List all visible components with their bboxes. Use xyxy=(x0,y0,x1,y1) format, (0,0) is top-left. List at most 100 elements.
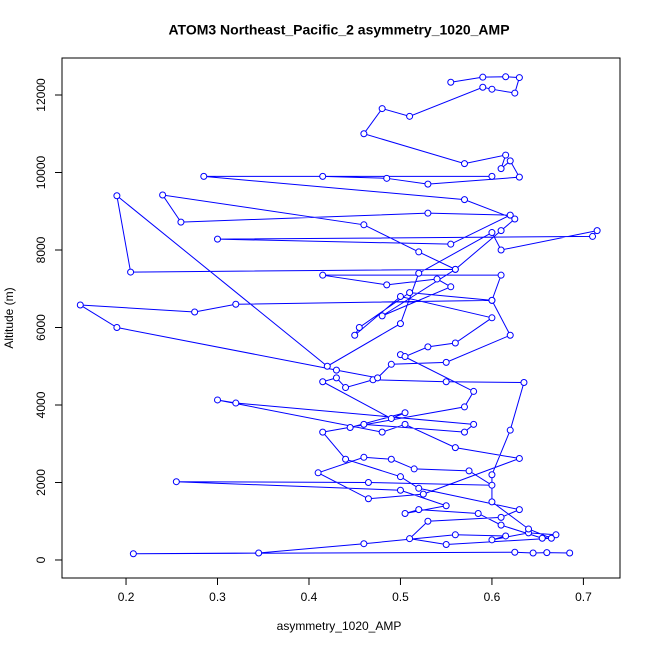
data-point xyxy=(342,455,350,463)
data-point xyxy=(511,215,519,223)
data-point xyxy=(488,536,496,544)
data-point xyxy=(470,387,478,395)
data-point xyxy=(515,74,523,82)
data-point xyxy=(360,540,368,548)
data-point xyxy=(232,399,240,407)
data-point xyxy=(525,525,533,533)
data-point xyxy=(543,549,551,557)
y-tick-label: 8000 xyxy=(34,236,48,263)
data-point xyxy=(232,300,240,308)
y-tick-label: 6000 xyxy=(34,314,48,341)
data-point xyxy=(401,420,409,428)
data-point xyxy=(552,531,560,539)
data-point xyxy=(515,506,523,514)
data-point xyxy=(396,292,404,300)
data-point xyxy=(396,320,404,328)
data-point xyxy=(497,521,505,529)
data-point xyxy=(424,209,432,217)
data-point xyxy=(378,105,386,113)
data-point xyxy=(419,490,427,498)
data-point xyxy=(346,423,354,431)
y-tick-label: 12000 xyxy=(34,78,48,112)
data-point xyxy=(387,455,395,463)
data-point xyxy=(76,301,84,309)
data-point xyxy=(127,268,135,276)
data-point xyxy=(479,73,487,81)
data-point xyxy=(332,374,340,382)
data-point xyxy=(364,495,372,503)
data-point xyxy=(401,509,409,517)
data-point xyxy=(465,467,473,475)
data-point xyxy=(383,281,391,289)
chart-title: ATOM3 Northeast_Pacific_2 asymmetry_1020… xyxy=(168,22,509,38)
data-point xyxy=(191,308,199,316)
data-point xyxy=(442,502,450,510)
x-tick-label: 0.6 xyxy=(484,590,501,604)
data-point xyxy=(396,473,404,481)
data-line xyxy=(80,76,599,555)
data-point xyxy=(451,265,459,273)
data-point xyxy=(502,151,510,159)
data-point xyxy=(538,534,546,542)
data-point xyxy=(424,343,432,351)
data-point xyxy=(442,378,450,386)
data-point xyxy=(511,548,519,556)
data-point xyxy=(360,221,368,229)
data-point xyxy=(351,331,359,339)
data-point xyxy=(451,339,459,347)
x-axis-label: asymmetry_1020_AMP xyxy=(277,619,402,633)
data-point xyxy=(447,240,455,248)
data-point xyxy=(515,173,523,181)
data-point xyxy=(442,540,450,548)
x-tick-label: 0.2 xyxy=(118,590,135,604)
data-point xyxy=(342,384,350,392)
data-point xyxy=(488,296,496,304)
data-point xyxy=(497,271,505,279)
data-point xyxy=(502,532,510,540)
data-point xyxy=(479,83,487,91)
data-point xyxy=(470,420,478,428)
data-point xyxy=(488,498,496,506)
data-point xyxy=(332,366,340,374)
data-point xyxy=(360,420,368,428)
data-point xyxy=(506,426,514,434)
y-tick-label: 0 xyxy=(34,556,48,563)
data-point xyxy=(488,314,496,322)
data-point xyxy=(200,172,208,180)
data-point xyxy=(410,465,418,473)
x-tick-label: 0.4 xyxy=(301,590,318,604)
data-point xyxy=(360,130,368,138)
x-tick-label: 0.3 xyxy=(209,590,226,604)
data-point xyxy=(460,160,468,168)
data-point xyxy=(497,165,505,173)
data-point xyxy=(488,481,496,489)
data-point xyxy=(214,235,222,243)
data-point xyxy=(401,353,409,361)
data-point xyxy=(378,428,386,436)
data-point xyxy=(442,358,450,366)
data-point xyxy=(415,506,423,514)
data-point xyxy=(214,396,222,404)
data-point xyxy=(129,550,137,558)
data-point xyxy=(474,509,482,517)
y-tick-label: 10000 xyxy=(34,155,48,189)
data-point xyxy=(460,428,468,436)
data-point xyxy=(319,428,327,436)
data-point xyxy=(406,289,414,297)
data-point xyxy=(401,409,409,417)
data-point xyxy=(374,374,382,382)
data-point xyxy=(378,312,386,320)
y-axis-label: Altitude (m) xyxy=(2,287,16,348)
data-point xyxy=(488,229,496,237)
x-tick-label: 0.5 xyxy=(392,590,409,604)
y-tick-label: 4000 xyxy=(34,391,48,418)
data-point xyxy=(515,454,523,462)
data-point xyxy=(319,378,327,386)
data-point xyxy=(447,283,455,291)
data-point xyxy=(566,549,574,557)
data-point xyxy=(355,323,363,331)
data-point xyxy=(488,172,496,180)
data-point xyxy=(488,85,496,93)
data-point xyxy=(511,89,519,97)
